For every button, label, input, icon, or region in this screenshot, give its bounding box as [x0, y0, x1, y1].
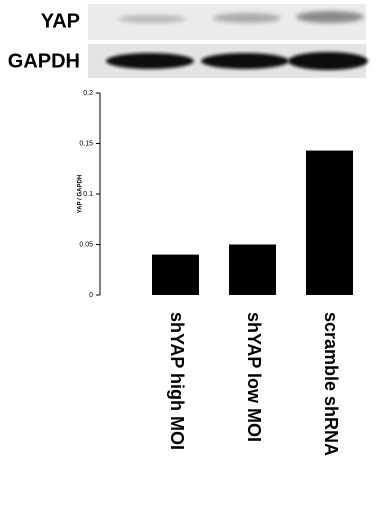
y-tick-label: 0	[89, 292, 93, 299]
bar	[306, 151, 353, 295]
band	[106, 53, 194, 69]
y-tick-label: 0.1	[83, 191, 93, 198]
band	[213, 13, 281, 23]
x-tick-label: shYAP low MOI	[244, 312, 264, 442]
bar	[152, 255, 199, 295]
band	[118, 15, 186, 23]
y-tick-label: 0.05	[79, 241, 93, 248]
blot-label: YAP	[41, 10, 80, 32]
x-tick-label: scramble shRNA	[321, 312, 341, 456]
band	[296, 11, 364, 23]
x-tick-label: shYAP high MOI	[167, 312, 187, 450]
figure: YAP GAPDH YAP / GAPDH 00.050.10.150.2shY…	[0, 0, 379, 518]
blot-label: GAPDH	[8, 50, 80, 72]
bar	[229, 245, 276, 296]
band	[288, 52, 368, 70]
y-tick-label: 0.15	[79, 140, 93, 147]
blot: YAP GAPDH	[8, 4, 368, 78]
band	[201, 53, 289, 69]
y-tick-label: 0.2	[83, 90, 93, 97]
